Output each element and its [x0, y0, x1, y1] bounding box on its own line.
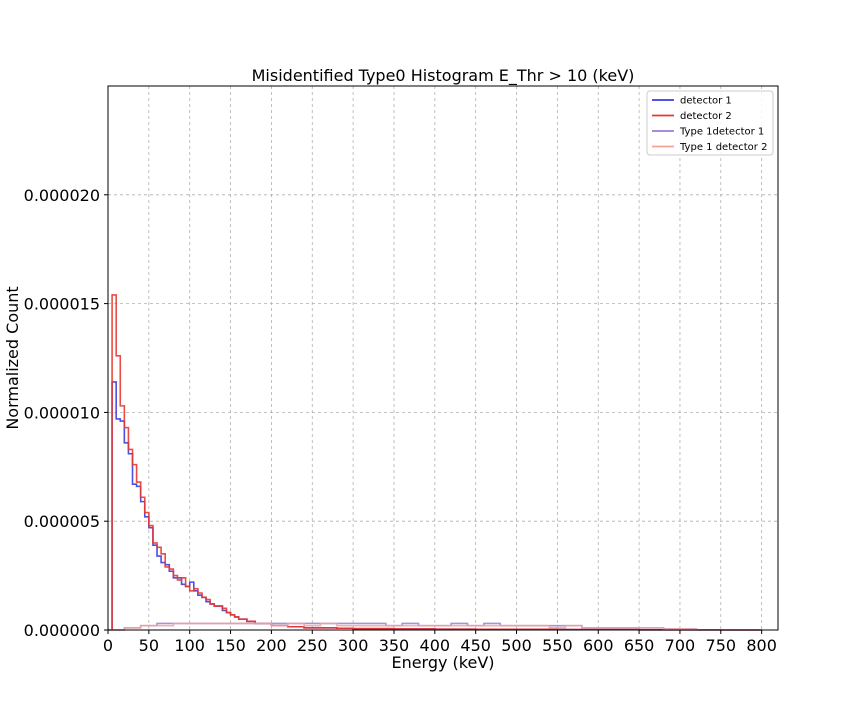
- x-tick-label: 550: [542, 636, 573, 655]
- x-tick-label: 50: [139, 636, 159, 655]
- x-axis-ticks: 0 50 100 150 200 250 300 350 400 450 500 550 600 650 7…: [103, 630, 777, 655]
- grid-layer: [108, 86, 778, 630]
- y-tick-label: 0.000000: [24, 621, 100, 640]
- y-tick-label: 0.000020: [24, 186, 100, 205]
- legend-items: detector 1 detector 2 Type 1detector 1 Type…: [652, 96, 767, 153]
- x-axis-title: Energy (keV): [391, 653, 494, 672]
- x-tick-label: 100: [174, 636, 205, 655]
- y-axis-ticks: 0.000000 0.000005 0.000010 0.000015 0.000020: [24, 186, 108, 640]
- x-tick-label: 800: [746, 636, 777, 655]
- x-tick-label: 200: [256, 636, 287, 655]
- x-tick-label: 300: [338, 636, 369, 655]
- x-tick-label: 250: [297, 636, 328, 655]
- x-tick-label: 400: [420, 636, 451, 655]
- plot-frame: [107, 85, 779, 631]
- x-tick-label: 0: [103, 636, 113, 655]
- legend-label: detector 1: [680, 96, 732, 107]
- y-tick-label: 0.000005: [24, 512, 100, 531]
- series-layer: [108, 294, 762, 631]
- y-axis-title: Normalized Count: [3, 286, 22, 429]
- legend-label: Type 1 detector 2: [679, 142, 767, 153]
- x-tick-label: 500: [501, 636, 532, 655]
- x-tick-label: 600: [583, 636, 614, 655]
- x-tick-label: 350: [379, 636, 410, 655]
- legend-box: [646, 90, 774, 156]
- series-step-line: [108, 622, 762, 631]
- x-tick-label: 450: [460, 636, 491, 655]
- y-tick-label: 0.000015: [24, 295, 100, 314]
- legend: detector 1 detector 2 Type 1detector 1 Type…: [646, 90, 774, 156]
- x-tick-label: 150: [215, 636, 246, 655]
- legend-label: detector 2: [680, 111, 732, 122]
- x-tick-label: 650: [624, 636, 655, 655]
- y-tick-label: 0.000010: [24, 403, 100, 422]
- x-tick-label: 750: [706, 636, 737, 655]
- legend-label: Type 1detector 1: [679, 127, 764, 138]
- chart-title: Misidentified Type0 Histogram E_Thr > 10…: [252, 66, 635, 86]
- series-step-line: [111, 294, 762, 631]
- x-tick-label: 700: [665, 636, 696, 655]
